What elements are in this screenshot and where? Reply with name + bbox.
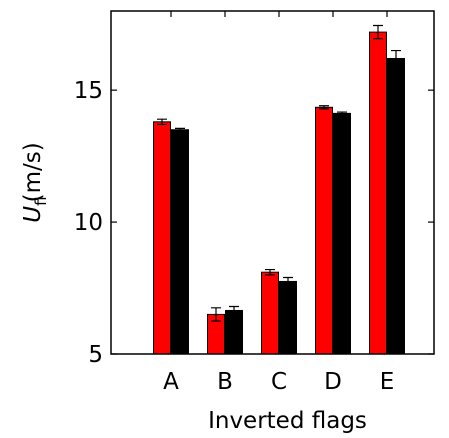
- error-bar-B-series-1: [211, 307, 221, 322]
- y-axis-label: Ufi(m/s): [20, 142, 50, 222]
- bar-C-series-2: [279, 280, 297, 355]
- bar-D-series-1: [315, 106, 333, 355]
- error-bar-A-series-1: [157, 118, 167, 126]
- bar-A-series-1: [153, 121, 171, 355]
- x-tick-label: B: [217, 369, 233, 395]
- bar-D-series-2: [333, 112, 351, 355]
- x-ticks-group: A B C D E: [163, 11, 394, 395]
- plot-frame: [110, 10, 435, 355]
- error-bar-B-series-2: [229, 305, 239, 316]
- bar-A-series-2: [171, 129, 189, 355]
- bar-E-series-1: [369, 31, 387, 355]
- error-bar-A-series-2: [175, 127, 185, 132]
- x-axis-label: Inverted flags: [208, 408, 367, 434]
- error-bar-C-series-1: [265, 268, 275, 276]
- error-bar-E-series-2: [391, 49, 401, 68]
- y-ticks-group: 5 10 15: [74, 78, 434, 368]
- bar-E-series-2: [387, 57, 405, 355]
- error-bar-D-series-2: [337, 111, 347, 116]
- y-tick-label: 10: [74, 210, 103, 236]
- bar-B-series-2: [225, 309, 243, 355]
- y-axis-label-main: U: [20, 206, 46, 223]
- y-axis-label-unit: (m/s): [20, 142, 46, 202]
- error-bars-group: [157, 24, 401, 322]
- error-bar-E-series-1: [373, 24, 383, 40]
- x-tick-label: D: [324, 369, 342, 395]
- y-tick-label: 15: [74, 78, 103, 104]
- error-bar-C-series-2: [283, 276, 293, 286]
- x-tick-label: E: [380, 369, 395, 395]
- x-tick-label: A: [163, 369, 179, 395]
- x-tick-label: C: [271, 369, 287, 395]
- bar-C-series-1: [261, 271, 279, 355]
- error-bar-D-series-1: [319, 105, 329, 110]
- y-axis-label-subscript: f: [32, 196, 50, 205]
- y-tick-label: 5: [88, 342, 103, 368]
- bars-group: [153, 31, 405, 355]
